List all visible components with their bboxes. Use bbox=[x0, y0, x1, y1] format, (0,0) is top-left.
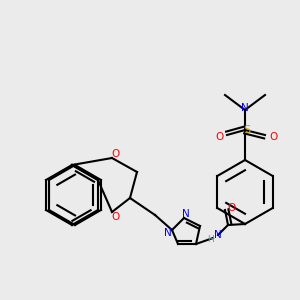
Text: O: O bbox=[112, 149, 120, 159]
Text: N: N bbox=[214, 230, 222, 240]
Text: O: O bbox=[112, 212, 120, 222]
Text: N: N bbox=[182, 209, 190, 219]
Text: N: N bbox=[241, 103, 249, 113]
Text: O: O bbox=[269, 132, 277, 142]
Text: H: H bbox=[208, 236, 214, 244]
Text: O: O bbox=[215, 132, 223, 142]
Text: S: S bbox=[243, 125, 250, 135]
Text: N: N bbox=[164, 228, 172, 238]
Text: O: O bbox=[228, 203, 236, 213]
